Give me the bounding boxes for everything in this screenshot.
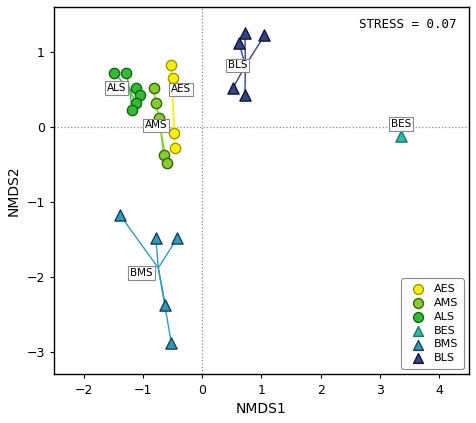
Point — [170, 129, 178, 136]
Text: AES: AES — [171, 85, 191, 94]
Point — [163, 159, 170, 166]
Point — [110, 69, 118, 76]
Point — [136, 92, 144, 99]
Text: AMS: AMS — [145, 121, 167, 130]
Point — [152, 99, 160, 106]
Point — [168, 62, 175, 69]
Point — [150, 85, 158, 91]
Legend: AES, AMS, ALS, BES, BMS, BLS: AES, AMS, ALS, BES, BMS, BLS — [401, 278, 464, 369]
Y-axis label: NMDS2: NMDS2 — [7, 165, 21, 216]
X-axis label: NMDS1: NMDS1 — [236, 402, 287, 416]
Text: STRESS = 0.07: STRESS = 0.07 — [359, 18, 456, 31]
Point — [169, 75, 176, 82]
Text: BES: BES — [391, 119, 411, 129]
Point — [241, 92, 248, 99]
Point — [129, 107, 136, 114]
Point — [397, 132, 405, 139]
Text: BMS: BMS — [130, 268, 153, 278]
Point — [229, 85, 237, 91]
Point — [132, 99, 139, 106]
Point — [173, 235, 181, 242]
Point — [241, 30, 248, 36]
Point — [161, 302, 169, 309]
Point — [152, 235, 160, 242]
Point — [168, 340, 175, 346]
Point — [261, 32, 268, 39]
Point — [160, 152, 168, 159]
Text: ALS: ALS — [107, 83, 126, 93]
Point — [132, 85, 139, 91]
Point — [156, 115, 163, 121]
Point — [235, 40, 243, 47]
Text: BLS: BLS — [228, 60, 248, 71]
Point — [171, 145, 178, 151]
Point — [117, 212, 124, 219]
Point — [122, 69, 130, 76]
